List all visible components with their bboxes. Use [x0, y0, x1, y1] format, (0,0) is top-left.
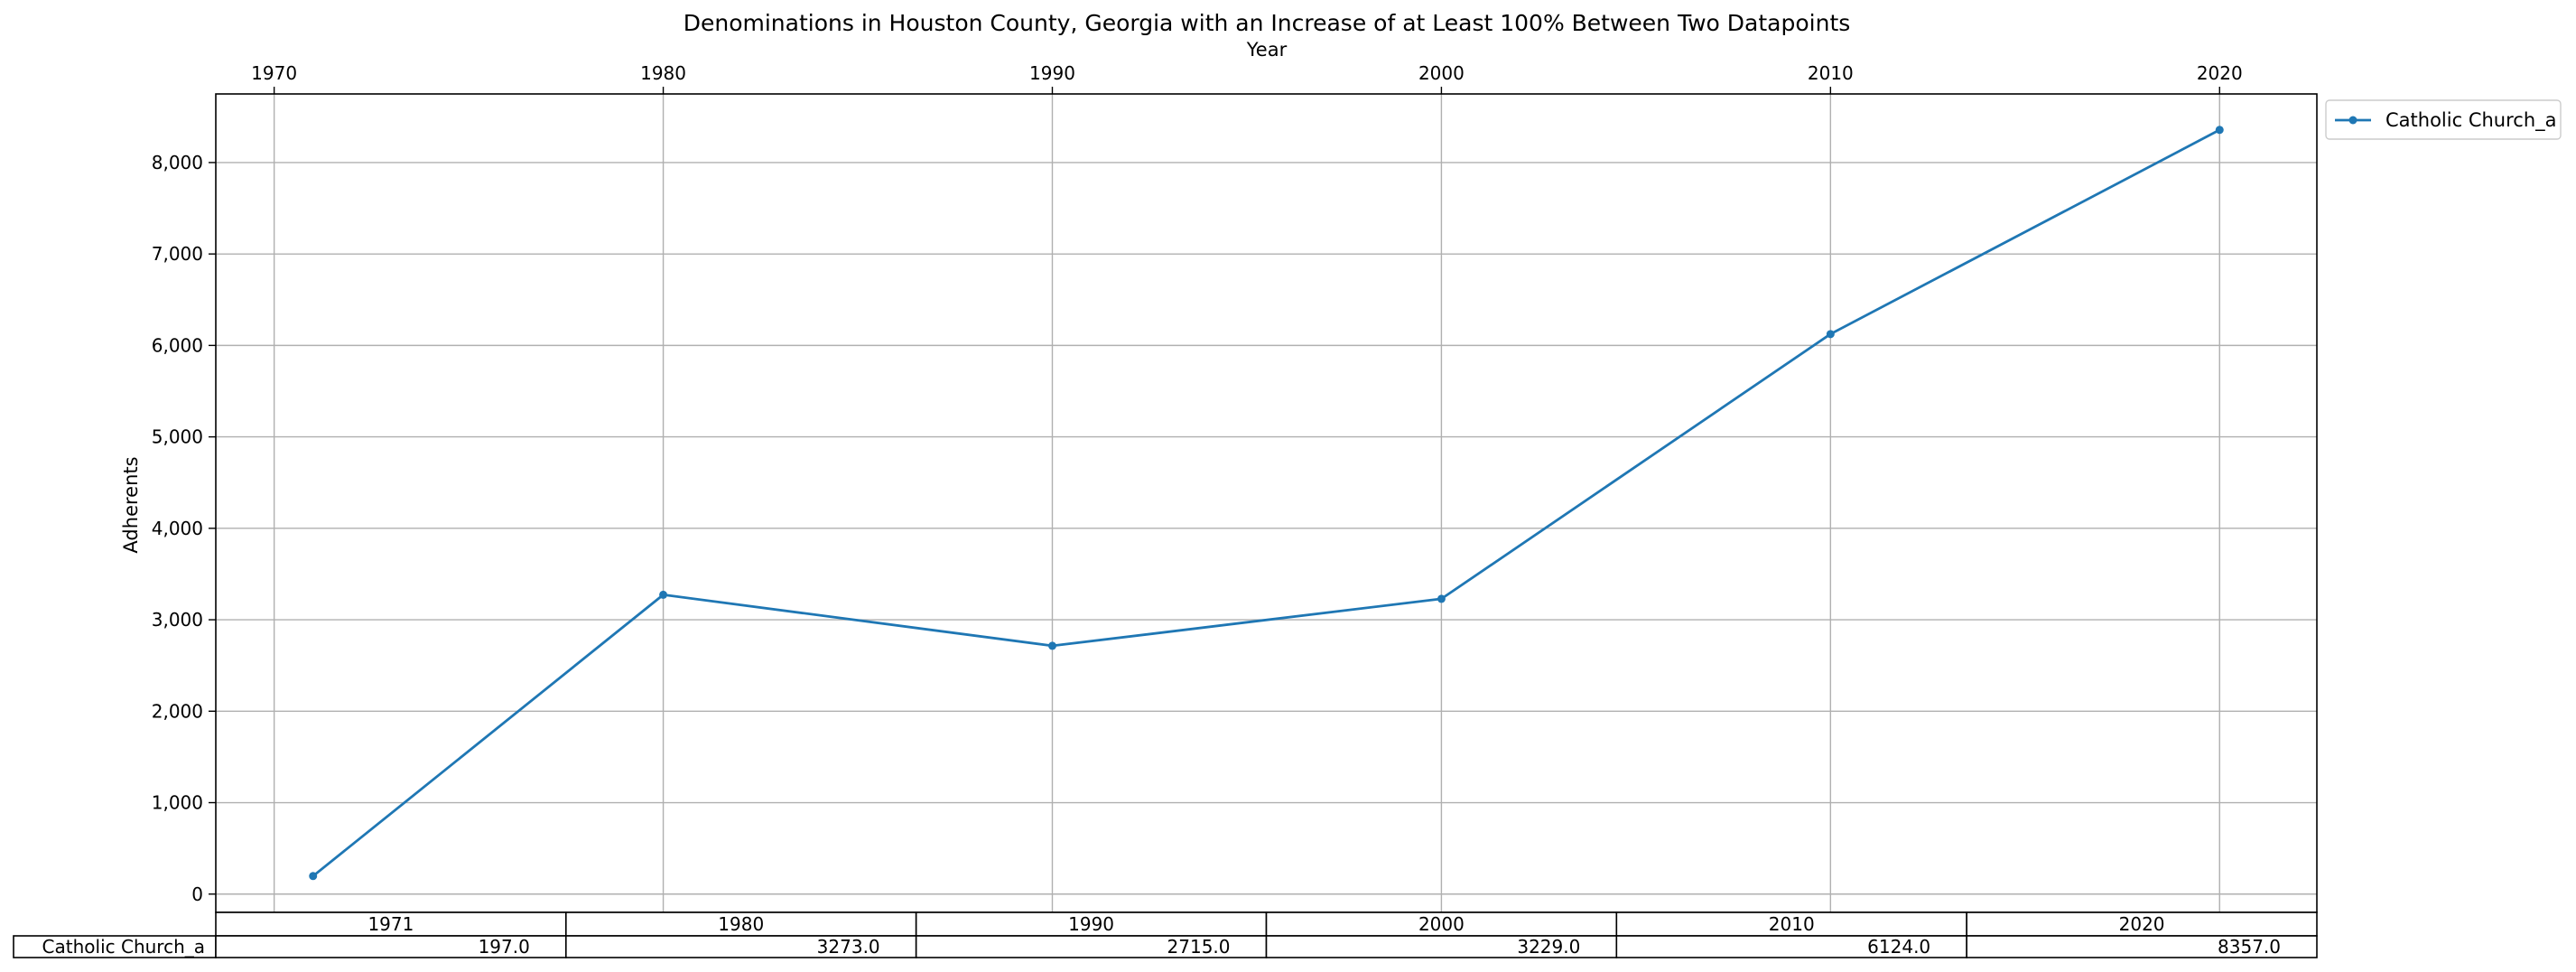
- legend-marker: [2348, 116, 2357, 125]
- y-tick-label: 8,000: [152, 152, 203, 173]
- data-point: [309, 872, 318, 881]
- table-cell: [1966, 935, 2318, 958]
- table-cell-value: 2715.0: [1167, 936, 1231, 958]
- x-tick-label: 2020: [2197, 62, 2243, 84]
- table-column-header: 2000: [1418, 913, 1465, 935]
- data-point: [1047, 641, 1056, 650]
- plot-area-frame: [215, 93, 2318, 913]
- y-tick-label: 2,000: [152, 700, 203, 722]
- table-column-header: 1990: [1068, 913, 1114, 935]
- table-cell-value: 3273.0: [817, 936, 880, 958]
- table-cell: [1615, 935, 1967, 958]
- y-tick-label: 5,000: [152, 426, 203, 448]
- x-axis-label: Year: [1246, 39, 1288, 61]
- x-tick-label: 2000: [1418, 62, 1465, 84]
- table-cell: [915, 935, 1268, 958]
- legend-label: Catholic Church_a: [2385, 109, 2557, 132]
- chart-title: Denominations in Houston County, Georgia…: [684, 10, 1851, 36]
- y-tick-label: 4,000: [152, 518, 203, 539]
- y-tick-label: 1,000: [152, 792, 203, 814]
- table-column-header: 2010: [1769, 913, 1815, 935]
- table-cell-value: 197.0: [479, 936, 530, 958]
- grid: [216, 94, 2317, 912]
- table-cell: [565, 935, 917, 958]
- axis-ticks: 0 1,000 2,000 3,000 4,000 5,000 6,000 7,000 8,00…: [152, 62, 2243, 905]
- y-tick-label: 6,000: [152, 334, 203, 356]
- x-tick-label: 1970: [251, 62, 297, 84]
- data-point: [2215, 126, 2224, 135]
- y-tick-label: 7,000: [152, 243, 203, 265]
- series-layer: [309, 126, 2224, 881]
- x-tick-label: 1980: [640, 62, 686, 84]
- x-tick-label: 2010: [1808, 62, 1854, 84]
- legend: Catholic Church_a: [2325, 99, 2562, 140]
- table-cell: [1265, 935, 1618, 958]
- y-tick-label: 0: [191, 883, 203, 905]
- table-header-cell: [1615, 911, 1967, 937]
- table-cell-value: 6124.0: [1867, 936, 1930, 958]
- data-point: [1826, 330, 1835, 339]
- y-axis-label: Adherents: [120, 456, 142, 553]
- data-point: [1437, 594, 1446, 603]
- legend-box: [2325, 99, 2562, 140]
- y-tick-label: 3,000: [152, 609, 203, 631]
- table-column-header: 1971: [367, 913, 414, 935]
- table-cell-value: 8357.0: [2218, 936, 2281, 958]
- table-row-label-cell: [13, 935, 217, 958]
- table-column-header: 2020: [2119, 913, 2165, 935]
- table-cell-value: 3229.0: [1517, 936, 1580, 958]
- table-header-cell: [215, 911, 567, 937]
- table-header-cell: [565, 911, 917, 937]
- data-point: [659, 590, 668, 599]
- table-row-label: Catholic Church_a: [42, 936, 205, 958]
- series-line: [312, 128, 2220, 877]
- data-table: 1971 1980 1990 2000 2010 2020 Catholic Church_…: [13, 911, 2318, 958]
- table-column-header: 1980: [718, 913, 764, 935]
- x-tick-label: 1990: [1029, 62, 1075, 84]
- table-cell: [215, 935, 567, 958]
